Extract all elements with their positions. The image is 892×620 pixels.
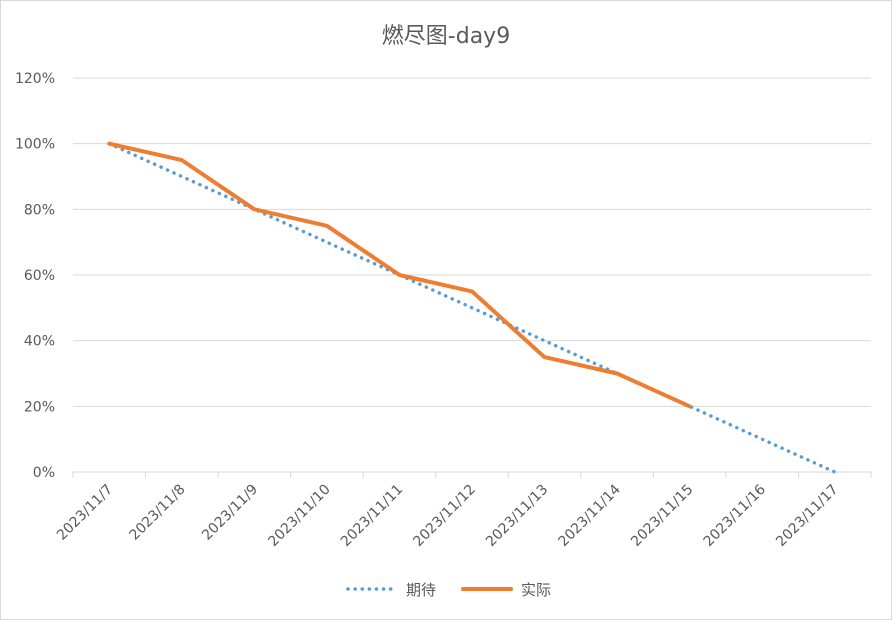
x-tick-label: 2023/11/16	[701, 481, 769, 549]
x-tick-label: 2023/11/13	[483, 482, 551, 550]
x-tick-label: 2023/11/7	[54, 482, 116, 544]
y-tick-label: 40%	[24, 334, 55, 350]
x-tick-label: 2023/11/8	[127, 482, 189, 544]
chart-title: 燃尽图-day9	[382, 24, 510, 49]
grid-layer	[73, 77, 871, 473]
y-tick-label: 20%	[24, 399, 55, 415]
y-tick-label: 120%	[15, 71, 55, 87]
y-tick-label: 100%	[15, 137, 55, 153]
y-tick-label: 80%	[24, 202, 55, 218]
legend-label-2: 实际	[521, 581, 551, 599]
y-tick-label: 0%	[33, 465, 55, 481]
x-tick-label: 2023/11/9	[199, 482, 261, 544]
legend-label-1: 期待	[406, 581, 436, 599]
y-tick-label: 60%	[24, 268, 55, 284]
series-line-1	[107, 141, 837, 474]
series-line-2	[107, 141, 692, 409]
x-tick-label: 2023/11/11	[338, 482, 406, 550]
legend: 期待 实际	[346, 581, 551, 599]
x-tick-label: 2023/11/14	[556, 481, 624, 549]
x-tick-label: 2023/11/15	[628, 482, 696, 550]
x-tick-label: 2023/11/17	[773, 482, 841, 550]
x-tick-label: 2023/11/10	[265, 482, 333, 550]
series-layer	[107, 141, 837, 474]
axis-layer: 0% 20% 40% 60% 80% 100% 120% 2023/11/7 2023/11/8…	[15, 71, 872, 550]
x-tick-label: 2023/11/12	[410, 482, 478, 550]
